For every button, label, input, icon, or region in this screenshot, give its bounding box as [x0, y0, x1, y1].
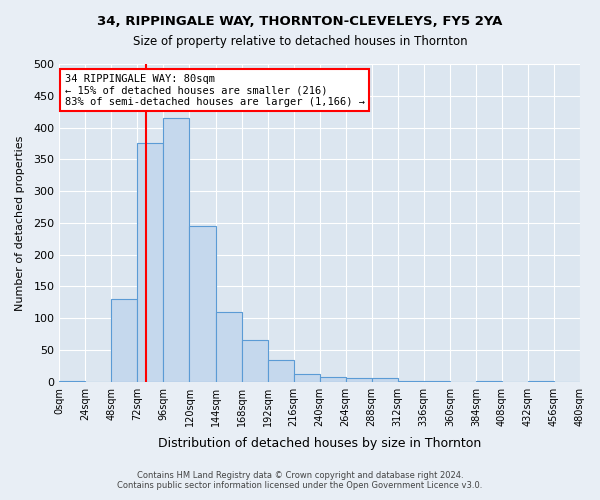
Bar	[293, 374, 320, 382]
Bar	[372, 378, 398, 382]
Bar	[190, 226, 215, 382]
Bar	[242, 340, 268, 382]
Text: 34, RIPPINGALE WAY, THORNTON-CLEVELEYS, FY5 2YA: 34, RIPPINGALE WAY, THORNTON-CLEVELEYS, …	[97, 15, 503, 28]
Bar	[137, 144, 163, 382]
Bar	[268, 360, 293, 382]
Bar	[346, 378, 372, 382]
Text: 34 RIPPINGALE WAY: 80sqm
← 15% of detached houses are smaller (216)
83% of semi-: 34 RIPPINGALE WAY: 80sqm ← 15% of detach…	[65, 74, 365, 106]
Y-axis label: Number of detached properties: Number of detached properties	[15, 135, 25, 310]
Bar	[398, 380, 424, 382]
Bar	[215, 312, 242, 382]
Bar	[59, 380, 85, 382]
Bar	[112, 299, 137, 382]
Bar	[320, 376, 346, 382]
Text: Size of property relative to detached houses in Thornton: Size of property relative to detached ho…	[133, 35, 467, 48]
X-axis label: Distribution of detached houses by size in Thornton: Distribution of detached houses by size …	[158, 437, 481, 450]
Text: Contains HM Land Registry data © Crown copyright and database right 2024.
Contai: Contains HM Land Registry data © Crown c…	[118, 470, 482, 490]
Bar	[476, 381, 502, 382]
Bar	[528, 380, 554, 382]
Bar	[163, 118, 190, 382]
Bar	[424, 381, 450, 382]
